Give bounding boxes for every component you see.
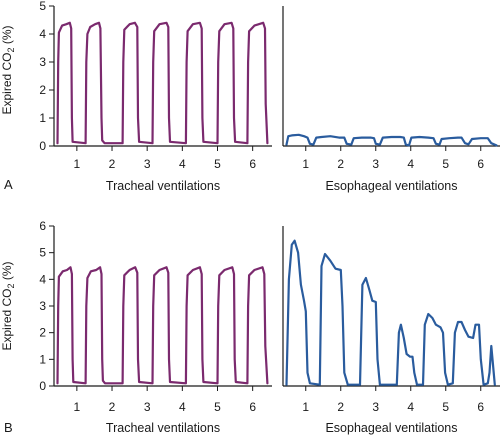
- x-tick-label: 5: [442, 157, 449, 171]
- panel-letter: B: [4, 420, 13, 435]
- x-tick-label: 3: [372, 157, 379, 171]
- x-tick-label: 5: [214, 400, 221, 414]
- chart-panel-2: 1 2 3 4 5 6 Esophageal ventilations: [282, 6, 500, 193]
- y-axis-label-subscript: 2: [6, 47, 16, 52]
- x-tick-label: 6: [477, 157, 484, 171]
- x-axis-label: Esophageal ventilations: [325, 179, 457, 193]
- y-tick-label: 3: [39, 299, 46, 313]
- x-tick-label: 4: [407, 157, 414, 171]
- y-axis-label: Expired CO2 (%): [0, 261, 16, 350]
- y-tick-label: 3: [39, 55, 46, 69]
- x-tick-label: 6: [477, 400, 484, 414]
- x-tick-label: 1: [302, 400, 309, 414]
- x-tick-label: 2: [109, 400, 116, 414]
- co2-trace-tracheal: [56, 21, 269, 145]
- x-tick-label: 3: [144, 157, 151, 171]
- y-tick-label: 0: [39, 379, 46, 393]
- x-tick-label: 1: [302, 157, 309, 171]
- y-tick-label: 5: [39, 0, 46, 13]
- x-tick-label: 6: [249, 157, 256, 171]
- co2-trace-esophageal: [285, 239, 496, 386]
- y-tick-label: 5: [39, 246, 46, 260]
- x-tick-label: 6: [249, 400, 256, 414]
- x-axis-label: Tracheal ventilations: [106, 179, 220, 193]
- x-tick-label: 2: [109, 157, 116, 171]
- co2-trace-tracheal: [56, 266, 269, 385]
- x-tick-label: 5: [214, 157, 221, 171]
- x-tick-label: 3: [372, 400, 379, 414]
- y-axis-label-main: Expired CO: [0, 52, 14, 114]
- y-axis-label-unit: (%): [0, 25, 14, 47]
- y-tick-label: 2: [39, 326, 46, 340]
- y-axis-label-main: Expired CO: [0, 288, 14, 350]
- x-tick-label: 1: [74, 157, 81, 171]
- x-tick-label: 4: [179, 400, 186, 414]
- panel-letter: A: [4, 177, 13, 192]
- x-tick-label: 2: [337, 400, 344, 414]
- y-tick-label: 1: [39, 352, 46, 366]
- x-axis-label: Esophageal ventilations: [325, 421, 457, 435]
- y-tick-label: 1: [39, 111, 46, 125]
- y-tick-label: 0: [39, 139, 46, 153]
- co2-trace-esophageal: [285, 133, 498, 147]
- x-axis-label: Tracheal ventilations: [106, 421, 220, 435]
- y-axis-label: Expired CO2 (%): [0, 25, 16, 114]
- y-tick-label: 2: [39, 83, 46, 97]
- x-tick-label: 3: [144, 400, 151, 414]
- y-tick-label: 4: [39, 27, 46, 41]
- y-tick-label: 4: [39, 272, 46, 286]
- x-tick-label: 2: [337, 157, 344, 171]
- chart-panel-1: 0 1 2 3 4 5 1 2 3 4 5 6 Tracheal ventilations Expired…: [0, 0, 272, 193]
- y-tick-label: 6: [39, 219, 46, 233]
- chart-panel-3: 0 1 2 3 4 5 6 1 2 3 4 5 6 Tracheal ventilations Expire…: [0, 219, 272, 435]
- x-tick-label: 5: [442, 400, 449, 414]
- x-tick-label: 4: [179, 157, 186, 171]
- x-tick-label: 1: [74, 400, 81, 414]
- chart-panel-4: 1 2 3 4 5 6 Esophageal ventilations: [282, 226, 500, 435]
- x-tick-label: 4: [407, 400, 414, 414]
- y-axis-label-subscript: 2: [6, 283, 16, 288]
- y-axis-label-unit: (%): [0, 261, 14, 283]
